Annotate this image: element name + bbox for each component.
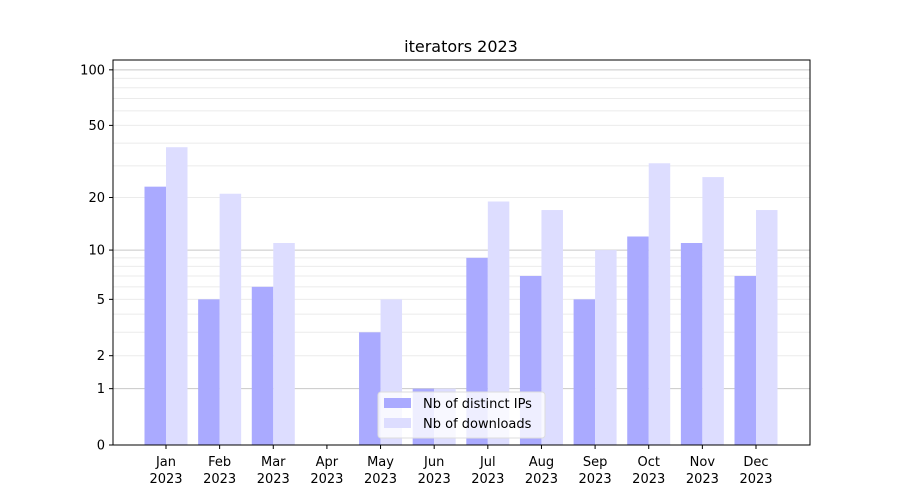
x-tick-label: 2023	[418, 472, 451, 487]
x-tick-label: 2023	[579, 472, 612, 487]
x-tick-label: Jun	[423, 455, 444, 470]
x-tick-label: 2023	[257, 472, 290, 487]
bar-downloads	[541, 210, 563, 445]
y-tick-label: 20	[88, 191, 105, 206]
bar-downloads	[487, 201, 510, 445]
bar-downloads	[273, 243, 295, 445]
bar-distinct-ips	[680, 243, 703, 445]
bars	[144, 147, 778, 446]
legend: Nb of distinct IPs Nb of downloads	[377, 391, 546, 439]
x-tick-label: 2023	[686, 472, 719, 487]
x-tick-label: Aug	[529, 455, 554, 470]
bar-distinct-ips	[359, 332, 381, 445]
bar-downloads	[595, 250, 617, 445]
x-tick-label: 2023	[739, 472, 772, 487]
y-tick-label: 2	[97, 349, 105, 364]
bar-distinct-ips	[734, 275, 756, 445]
y-tick-label: 5	[97, 293, 105, 308]
bar-downloads	[648, 163, 671, 445]
bar-distinct-ips	[198, 299, 220, 445]
bar-distinct-ips	[251, 286, 274, 445]
x-tick-label: 2023	[203, 472, 236, 487]
x-tick-label: Sep	[583, 455, 608, 470]
bar-downloads	[756, 210, 778, 445]
chart-title: iterators 2023	[404, 37, 518, 56]
legend-label: Nb of distinct IPs	[423, 397, 532, 412]
x-tick-label: 2023	[471, 472, 504, 487]
x-tick-label: Mar	[261, 455, 286, 470]
x-tick-label: 2023	[632, 472, 665, 487]
x-tick-label: Dec	[743, 455, 768, 470]
y-tick-label: 100	[80, 63, 105, 78]
x-tick-label: 2023	[525, 472, 558, 487]
x-tick-label: May	[367, 455, 394, 470]
bar-downloads	[166, 147, 188, 445]
bar-distinct-ips	[573, 299, 596, 445]
x-tick-label: Apr	[316, 455, 339, 470]
legend-swatch	[384, 418, 411, 428]
legend-label: Nb of downloads	[423, 417, 532, 432]
x-axis: Jan 2023 Feb 2023 Mar 2023 Apr 2023 May 2023 Jun 20…	[149, 445, 773, 487]
x-tick-label: Oct	[637, 455, 659, 470]
x-tick-label: 2023	[364, 472, 397, 487]
x-tick-label: 2023	[149, 472, 182, 487]
x-tick-label: Jan	[155, 455, 176, 470]
y-tick-label: 50	[88, 119, 105, 134]
legend-swatch	[384, 398, 411, 408]
y-tick-label: 1	[97, 382, 105, 397]
y-axis: 0 1 2 5 10 20 50 100	[80, 63, 113, 454]
x-tick-label: 2023	[310, 472, 343, 487]
bar-distinct-ips	[144, 186, 166, 446]
x-tick-label: Jul	[479, 455, 496, 470]
y-tick-label: 0	[97, 439, 105, 454]
bar-downloads	[219, 193, 242, 445]
plot-frame	[112, 59, 811, 446]
y-tick-label: 10	[88, 244, 105, 259]
legend-box	[377, 391, 546, 439]
x-tick-label: Nov	[690, 455, 716, 470]
bar-downloads	[702, 177, 724, 445]
x-tick-label: Feb	[208, 455, 231, 470]
bar-distinct-ips	[627, 236, 649, 445]
